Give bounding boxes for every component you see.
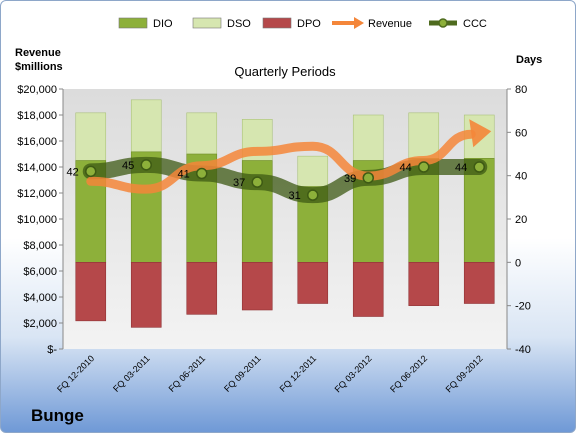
left-axis-tick-label: $14,000 [17, 162, 57, 174]
category-label: FQ 12-2010 [55, 353, 96, 394]
category-label: FQ 12-2011 [278, 353, 319, 394]
left-axis-title: Revenue [15, 47, 61, 59]
left-axis-tick-label: $2,000 [23, 318, 57, 330]
category-label: FQ 06-2011 [167, 353, 208, 394]
company-name: Bunge [31, 406, 84, 425]
left-axis-tick-label: $8,000 [23, 240, 57, 252]
right-axis-tick-label: -20 [515, 301, 531, 313]
ccc-data-label: 44 [455, 162, 467, 174]
left-axis-title-units: $millions [15, 61, 63, 73]
left-axis-tick-label: $16,000 [17, 136, 57, 148]
ccc-data-label: 41 [178, 169, 190, 181]
ccc-data-label: 31 [289, 190, 301, 202]
left-axis-tick-label: $10,000 [17, 214, 57, 226]
dpo-bar [75, 262, 107, 322]
dpo-bar [352, 262, 384, 317]
ccc-data-label: 39 [344, 173, 356, 185]
dpo-bar [297, 262, 329, 304]
ccc-point [196, 167, 208, 180]
legend-dso-swatch [192, 17, 222, 29]
ccc-data-label: 37 [233, 177, 245, 189]
left-axis-tick-label: $18,000 [17, 110, 57, 122]
left-axis-tick-label: $20,000 [17, 84, 57, 96]
ccc-data-label: 42 [67, 166, 79, 178]
legend-ccc-marker [438, 18, 448, 28]
ccc-point [418, 161, 430, 173]
category-label: FQ 09-2011 [222, 353, 263, 394]
dpo-bar [463, 262, 495, 304]
left-axis-tick-label: $- [47, 344, 57, 356]
category-label: FQ 03-2012 [333, 353, 374, 394]
category-label: FQ 06-2012 [388, 353, 429, 394]
right-axis-tick-label: 0 [515, 257, 521, 269]
ccc-line [82, 156, 488, 204]
revenue-arrowhead [469, 119, 492, 148]
revenue-line [86, 129, 476, 194]
legend-dpo-swatch [262, 17, 292, 29]
plot-area [63, 89, 507, 349]
dio-bar [408, 158, 440, 263]
right-axis-title: Days [516, 54, 542, 66]
left-axis-tick-label: $4,000 [23, 292, 57, 304]
dpo-bar [186, 262, 218, 315]
ccc-point [362, 172, 374, 184]
category-label: FQ 03-2011 [111, 353, 152, 394]
legend-dso-label: DSO [227, 18, 251, 30]
ccc-point [307, 189, 319, 201]
dpo-bar [408, 262, 440, 306]
legend-dio-label: DIO [153, 18, 173, 30]
dpo-bar [241, 262, 273, 311]
ccc-point [140, 159, 152, 171]
legend-revenue-arrowhead [354, 17, 364, 29]
left-axis-tick-label: $6,000 [23, 266, 57, 278]
right-axis-tick-label: 80 [515, 84, 527, 96]
category-label: FQ 09-2012 [444, 353, 485, 394]
ccc-data-label: 44 [400, 162, 412, 174]
ccc-point [251, 176, 263, 188]
right-axis-tick-label: 60 [515, 127, 527, 139]
right-axis-tick-label: 40 [515, 171, 527, 183]
left-axis-tick-label: $12,000 [17, 188, 57, 200]
ccc-point [85, 165, 97, 178]
dio-bar [463, 158, 495, 263]
right-axis-tick-label: -40 [515, 344, 531, 356]
ccc-data-label: 45 [122, 160, 134, 172]
right-axis-tick-label: 20 [515, 214, 527, 226]
ccc-point [473, 161, 485, 173]
legend-dio-swatch [118, 17, 148, 29]
dpo-bar [130, 262, 162, 328]
legend-ccc-label: CCC [463, 18, 487, 30]
legend-revenue-label: Revenue [368, 18, 412, 30]
chart-title: Quarterly Periods [234, 64, 336, 79]
legend-dpo-label: DPO [297, 18, 321, 30]
